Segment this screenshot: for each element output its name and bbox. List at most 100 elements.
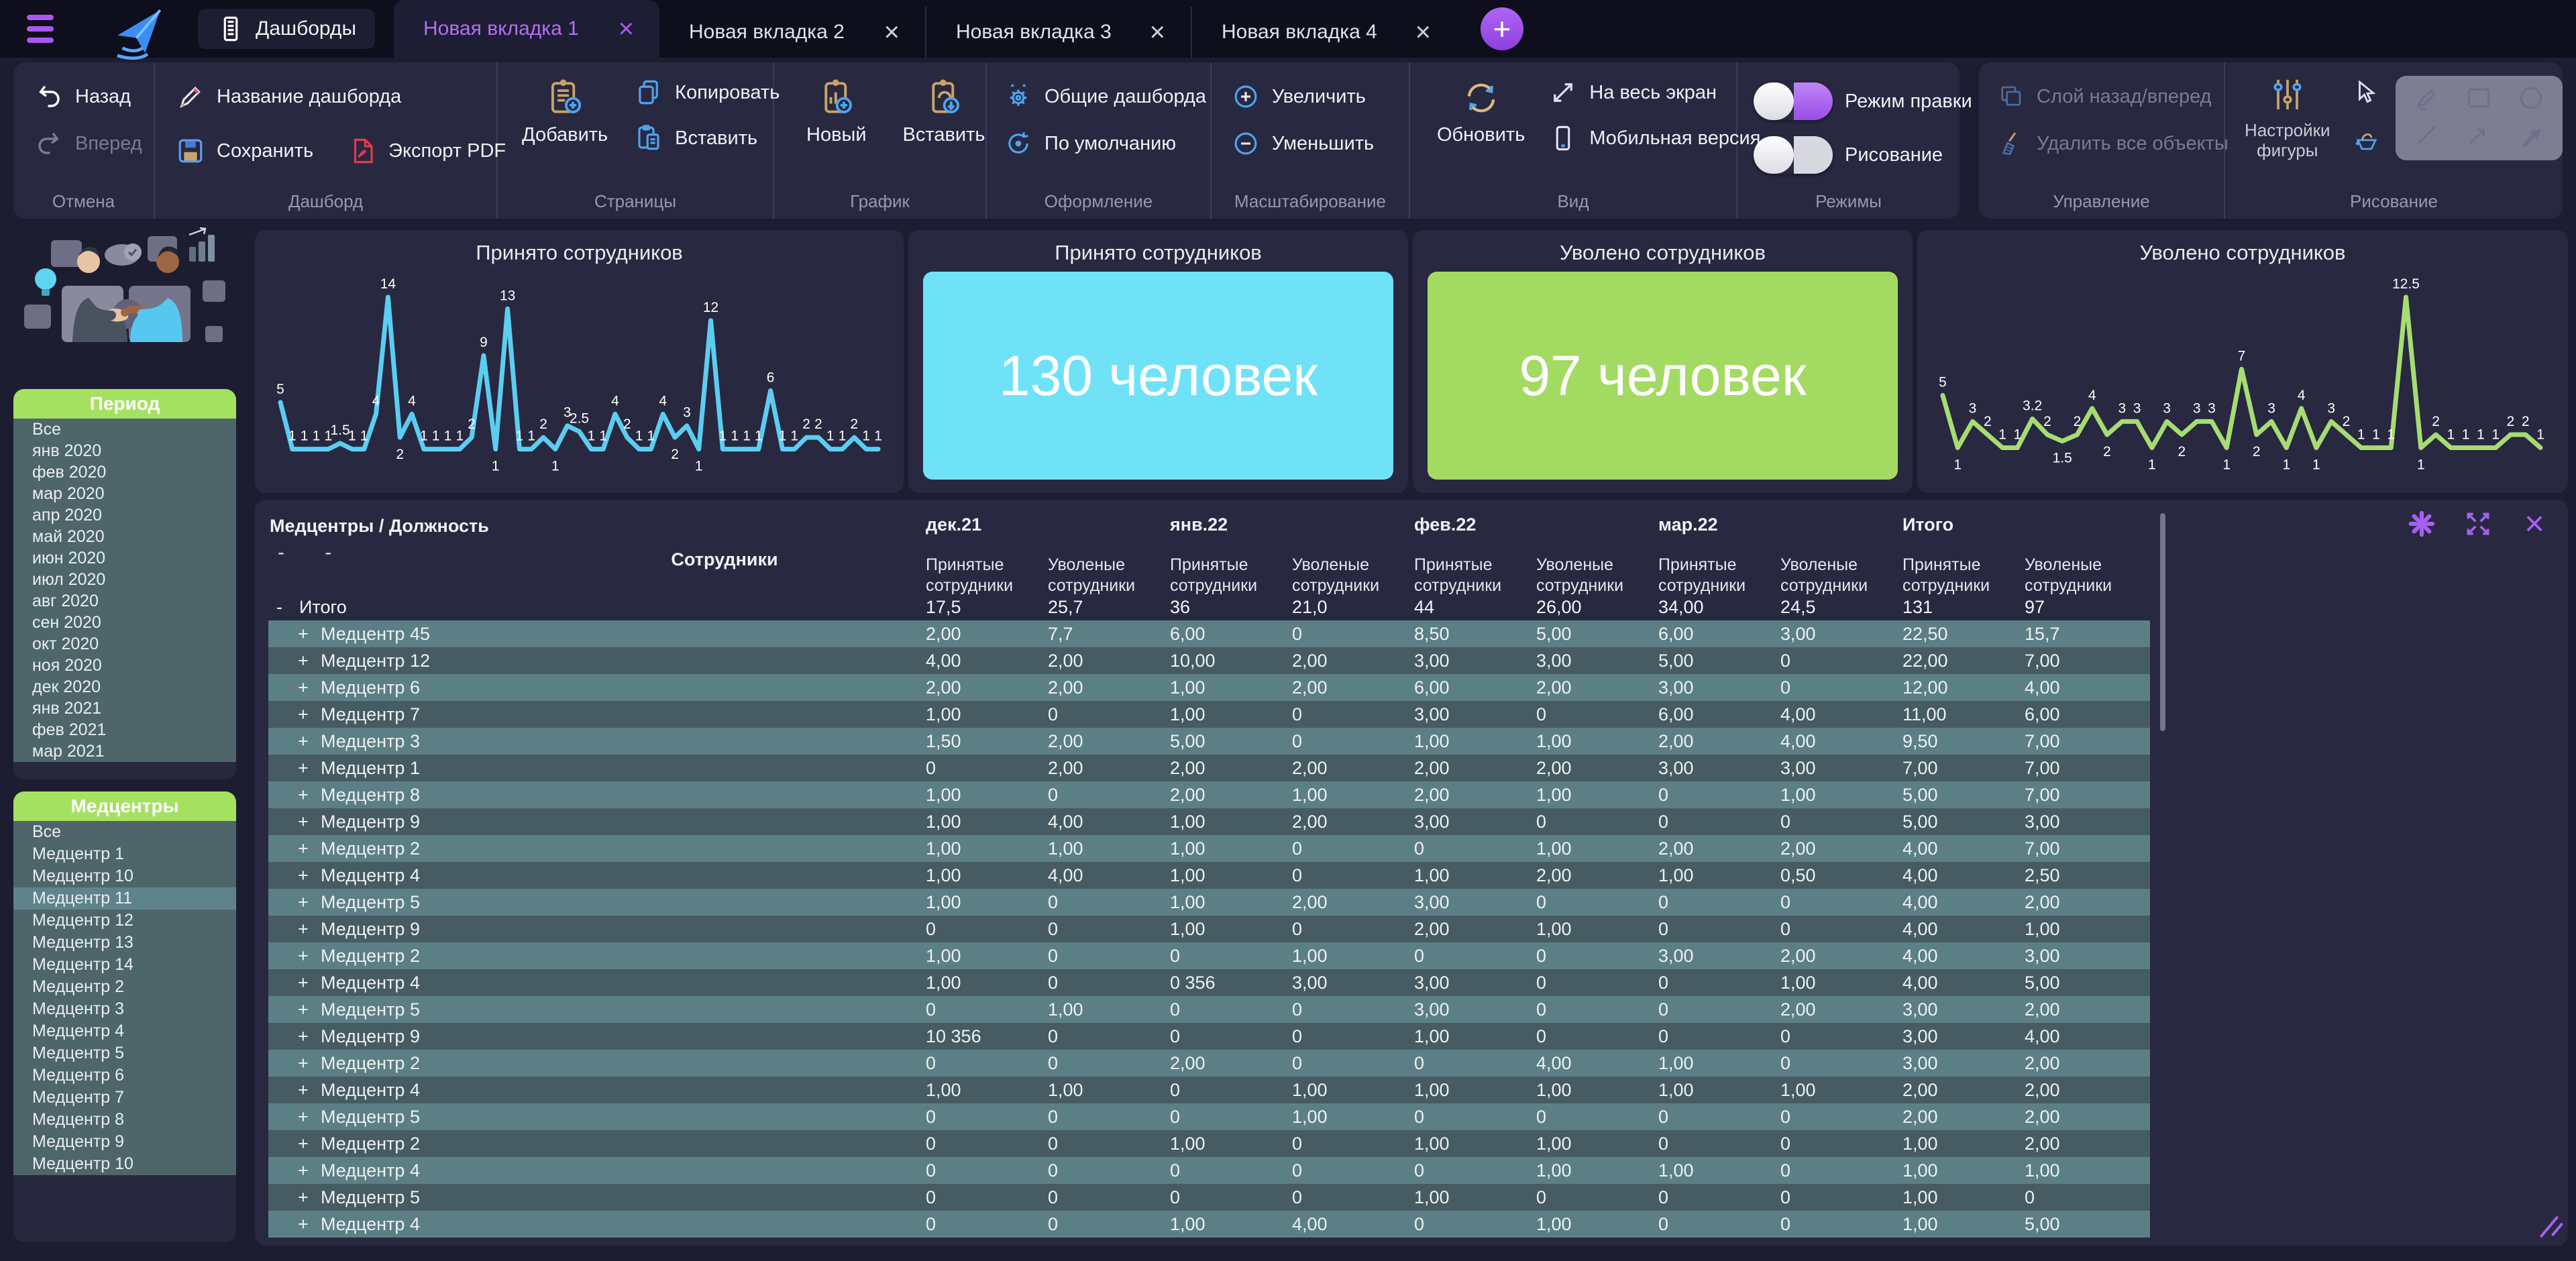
shape-settings-button[interactable]: Настройки фигуры [2237, 76, 2338, 160]
row-expand-icon[interactable]: + [298, 1187, 309, 1207]
menu-hamburger-icon[interactable] [27, 10, 74, 48]
medcenter-item[interactable]: Медцентр 10 [32, 1154, 133, 1173]
period-item[interactable]: окт 2020 [32, 634, 99, 653]
layer-order-button[interactable]: Слой назад/вперед [1996, 83, 2224, 111]
redo-button[interactable]: Вперед [35, 129, 154, 158]
copy-page-button[interactable]: Копировать [635, 78, 780, 107]
period-item[interactable]: мар 2020 [32, 484, 105, 503]
table-row[interactable]: + Медцентр 2 0 0 2,00 0 0 4,00 1,00 0 3,00 2,00 [268, 1050, 2150, 1077]
row-expand-icon[interactable]: - [276, 596, 282, 617]
table-row[interactable]: + Медцентр 9 0 0 1,00 0 2,00 1,00 0 0 4,00 1,00 [268, 916, 2150, 942]
medcenter-item[interactable]: Медцентр 4 [32, 1022, 124, 1040]
zoom-in-button[interactable]: Увеличить [1232, 83, 1409, 111]
period-item[interactable]: апр 2020 [32, 505, 102, 525]
row-expand-icon[interactable]: + [298, 650, 309, 671]
tab-3[interactable]: Новая вкладка 3 × [925, 7, 1191, 58]
period-item[interactable]: янв 2021 [32, 698, 102, 718]
row-expand-icon[interactable]: + [298, 838, 309, 859]
medcenter-item[interactable]: Медцентр 1 [32, 844, 124, 863]
table-row[interactable]: + Медцентр 4 1,00 4,00 1,00 0 1,00 2,00 1,00 0,50… [268, 862, 2150, 889]
medcenter-item[interactable]: Медцентр 7 [32, 1088, 124, 1107]
row-expand-icon[interactable]: + [298, 1079, 309, 1100]
medcenter-item[interactable]: Медцентр 14 [32, 955, 133, 974]
row-expand-icon[interactable]: + [298, 1052, 309, 1073]
paste-page-button[interactable]: Вставить [635, 124, 780, 152]
row-expand-icon[interactable]: + [298, 999, 309, 1020]
tab-close-icon[interactable]: × [1149, 17, 1165, 47]
row-expand-icon[interactable]: + [298, 1026, 309, 1046]
table-row[interactable]: + Медцентр 2 0 0 1,00 0 1,00 1,00 0 0 1,00 2,00 [268, 1130, 2150, 1157]
medcenter-item[interactable]: Медцентр 2 [32, 977, 124, 996]
tab-1[interactable]: Новая вкладка 1 × [394, 0, 659, 58]
draw-line-tool-icon[interactable] [2412, 120, 2442, 153]
default-design-button[interactable]: По умолчанию [1004, 129, 1210, 158]
undo-button[interactable]: Назад [35, 83, 154, 111]
medcenter-item[interactable]: Медцентр 9 [32, 1132, 124, 1151]
table-row[interactable]: + Медцентр 9 10 356 0 0 0 1,00 0 0 0 3,00 4,00 [268, 1023, 2150, 1050]
draw-ellipse-tool-icon[interactable] [2516, 83, 2546, 116]
table-row[interactable]: + Медцентр 4 1,00 0 0 356 3,00 3,00 0 0 1,00 4,00 5… [268, 969, 2150, 996]
refresh-button[interactable]: Обновить [1437, 78, 1525, 152]
medcenter-item[interactable]: Медцентр 3 [32, 999, 124, 1018]
period-item[interactable]: июн 2020 [32, 548, 106, 567]
draw-pencil-tool-icon[interactable] [2412, 83, 2442, 116]
table-row[interactable]: + Медцентр 6 2,00 2,00 1,00 2,00 6,00 2,00 3,00 0… [268, 674, 2150, 701]
period-item[interactable]: дек 2020 [32, 677, 101, 696]
row-expand-icon[interactable]: + [298, 972, 309, 993]
tab-close-icon[interactable]: × [883, 17, 900, 47]
tab-2[interactable]: Новая вкладка 2 × [659, 7, 925, 58]
draw-mode-toggle[interactable] [1754, 136, 1833, 174]
row-expand-icon[interactable]: + [298, 811, 309, 832]
table-row[interactable]: + Медцентр 2 1,00 1,00 1,00 0 0 1,00 2,00 2,00 4,0… [268, 835, 2150, 862]
shared-dashboard-settings-button[interactable]: Общие дашборда [1004, 83, 1210, 111]
period-item[interactable]: Все [32, 419, 62, 439]
medcenter-item[interactable]: Медцентр 12 [32, 911, 133, 930]
row-expand-icon[interactable]: + [298, 784, 309, 805]
table-row[interactable]: + Медцентр 8 1,00 0 2,00 1,00 2,00 1,00 0 1,00 5,0… [268, 781, 2150, 808]
draw-rectangle-tool-icon[interactable] [2464, 83, 2493, 116]
table-row[interactable]: + Медцентр 7 1,00 0 1,00 0 3,00 0 6,00 4,00 11,00 6… [268, 701, 2150, 728]
edit-mode-toggle[interactable] [1754, 83, 1833, 120]
paste-chart-button[interactable]: Вставить [903, 78, 985, 146]
medcenter-item[interactable]: Все [32, 822, 62, 841]
row-expand-icon[interactable]: + [298, 757, 309, 778]
add-page-button[interactable]: Добавить [522, 78, 608, 146]
table-row[interactable]: + Медцентр 4 1,00 1,00 0 1,00 1,00 1,00 1,00 1,00… [268, 1077, 2150, 1103]
paint-bucket-icon[interactable] [2353, 125, 2381, 154]
draw-arrow-filled-tool-icon[interactable] [2516, 120, 2546, 153]
medcenter-item[interactable]: Медцентр 13 [32, 933, 133, 952]
row-expand-icon[interactable]: + [298, 677, 309, 698]
medcenter-item[interactable]: Медцентр 5 [32, 1044, 124, 1062]
row-expand-icon[interactable]: + [298, 865, 309, 885]
row-expand-icon[interactable]: + [298, 623, 309, 644]
table-row[interactable]: + Медцентр 5 0 1,00 0 0 3,00 0 0 2,00 3,00 2,00 [268, 996, 2150, 1023]
tab-4[interactable]: Новая вкладка 4 × [1191, 7, 1456, 58]
table-row[interactable]: + Медцентр 3 1,50 2,00 5,00 0 1,00 1,00 2,00 4,00… [268, 728, 2150, 755]
cursor-icon[interactable] [2353, 78, 2381, 107]
table-scrollbar-thumb[interactable] [2160, 513, 2165, 731]
zoom-out-button[interactable]: Уменьшить [1232, 129, 1409, 158]
fullscreen-button[interactable]: На весь экран [1549, 78, 1760, 107]
table-row[interactable]: + Медцентр 12 4,00 2,00 10,00 2,00 3,00 3,00 5,0… [268, 647, 2150, 674]
period-item[interactable]: авг 2020 [32, 591, 99, 610]
period-item[interactable]: сен 2020 [32, 612, 101, 632]
pivot-total-row[interactable]: - Итого 17,5 25,7 36 21,0 44 26,00 34,00 24,5 131 9… [268, 594, 2150, 620]
period-item[interactable]: мар 2021 [32, 741, 105, 761]
period-item[interactable]: ноя 2020 [32, 655, 102, 675]
table-settings-gear-icon[interactable] [2407, 509, 2436, 539]
row-expand-icon[interactable]: + [298, 1133, 309, 1154]
table-row[interactable]: + Медцентр 9 1,00 4,00 1,00 2,00 3,00 0 0 0 5,00 3,… [268, 808, 2150, 835]
delete-all-objects-button[interactable]: Удалить все объекты [1996, 129, 2229, 158]
new-chart-button[interactable]: Новый [806, 78, 867, 146]
row-expand-icon[interactable]: + [298, 945, 309, 966]
row-expand-icon[interactable]: + [298, 1213, 309, 1234]
rename-dashboard-button[interactable]: Название дашборда [176, 83, 496, 111]
medcenter-item[interactable]: Медцентр 10 [32, 867, 133, 885]
medcenter-item[interactable]: Медцентр 6 [32, 1066, 124, 1085]
period-item[interactable]: фев 2020 [32, 462, 107, 482]
table-expand-icon[interactable] [2463, 509, 2493, 539]
add-tab-button[interactable]: + [1481, 7, 1523, 50]
row-expand-icon[interactable]: + [298, 1106, 309, 1127]
row-expand-icon[interactable]: + [298, 730, 309, 751]
tab-close-icon[interactable]: × [1415, 17, 1431, 47]
